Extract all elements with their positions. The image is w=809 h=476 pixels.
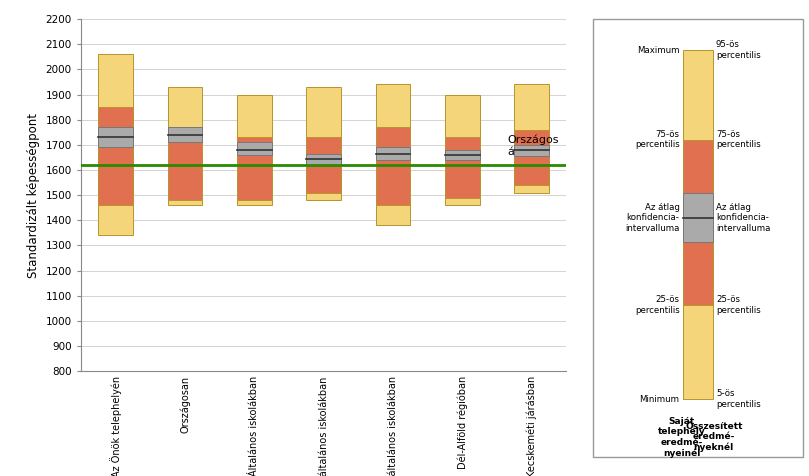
Text: Az átlag
konfidencia-
intervalluma: Az átlag konfidencia- intervalluma bbox=[716, 203, 770, 233]
Bar bbox=[445, 150, 480, 160]
Bar bbox=[375, 127, 410, 205]
Bar bbox=[683, 193, 713, 242]
Bar bbox=[237, 95, 272, 205]
Text: Összesített
eredmé-
nyeknél: Összesített eredmé- nyeknél bbox=[685, 422, 743, 452]
Bar bbox=[167, 87, 202, 205]
Bar bbox=[515, 84, 549, 193]
Bar bbox=[307, 87, 341, 200]
Text: 25-ös
percentilis: 25-ös percentilis bbox=[716, 296, 760, 315]
Bar bbox=[445, 137, 480, 198]
Text: 25-ös
percentilis: 25-ös percentilis bbox=[635, 296, 680, 315]
Text: 75-ös
percentilis: 75-ös percentilis bbox=[635, 130, 680, 149]
Bar bbox=[98, 54, 133, 236]
Text: 5-ös
percentilis: 5-ös percentilis bbox=[716, 389, 760, 409]
Text: Országos
átlag: Országos átlag bbox=[507, 135, 559, 158]
Text: Az átlag
konfidencia-
intervalluma: Az átlag konfidencia- intervalluma bbox=[625, 203, 680, 233]
Bar bbox=[237, 142, 272, 155]
Bar bbox=[167, 127, 202, 142]
Bar bbox=[237, 137, 272, 200]
Text: Saját
telephely
eredmé-
nyeinél: Saját telephely eredmé- nyeinél bbox=[658, 416, 705, 457]
Bar bbox=[515, 145, 549, 156]
Text: 75-ös
percentilis: 75-ös percentilis bbox=[716, 130, 760, 149]
Bar bbox=[307, 154, 341, 165]
Text: Maximum: Maximum bbox=[637, 46, 680, 55]
Y-axis label: Standardizált képességpont: Standardizált képességpont bbox=[27, 113, 40, 278]
Text: 95-ös
percentilis: 95-ös percentilis bbox=[716, 40, 760, 60]
Bar bbox=[515, 130, 549, 185]
Bar bbox=[375, 84, 410, 225]
Bar bbox=[98, 127, 133, 148]
Bar bbox=[683, 50, 713, 399]
Bar bbox=[375, 148, 410, 160]
Text: Minimum: Minimum bbox=[640, 395, 680, 404]
Bar bbox=[98, 107, 133, 205]
Bar bbox=[683, 139, 713, 305]
Bar bbox=[307, 137, 341, 193]
Bar bbox=[445, 95, 480, 205]
Bar bbox=[167, 130, 202, 200]
